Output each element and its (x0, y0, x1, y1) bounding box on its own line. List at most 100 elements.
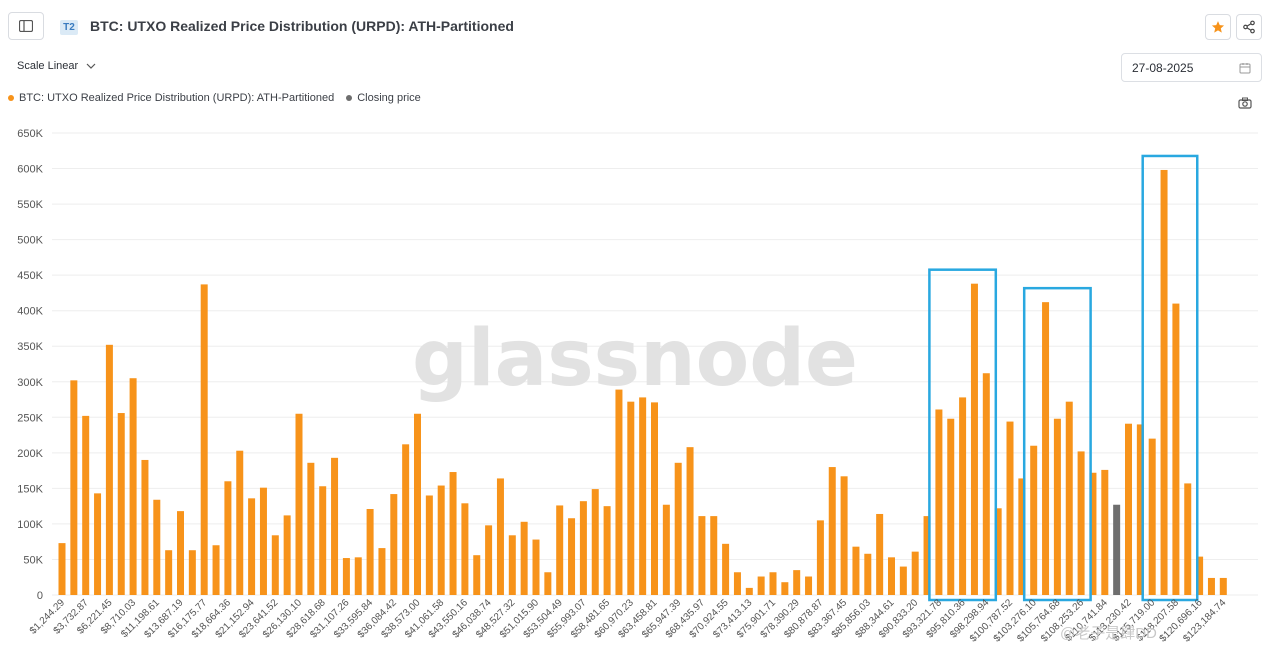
urpd-bar (769, 572, 777, 595)
urpd-bar (390, 494, 398, 595)
highlight-box (1141, 154, 1199, 602)
legend-dot-closing-price (346, 95, 353, 101)
date-value: 27-08-2025 (1132, 60, 1194, 75)
urpd-bar (354, 557, 362, 595)
tier-badge: T2 (60, 20, 78, 35)
scale-select-label: Scale Linear (17, 60, 79, 72)
urpd-bar (485, 525, 493, 595)
urpd-bar (461, 503, 469, 595)
urpd-bar (105, 344, 113, 595)
urpd-bar (982, 373, 990, 595)
urpd-bar (864, 553, 872, 595)
urpd-bar (449, 472, 457, 595)
urpd-bar (947, 418, 955, 595)
urpd-bar (532, 539, 540, 595)
y-tick-label: 500K (17, 235, 43, 247)
urpd-bar (331, 457, 339, 595)
highlight-box (928, 268, 998, 602)
star-icon (1211, 21, 1225, 33)
y-tick-label: 650K (17, 128, 43, 140)
y-tick-label: 200K (17, 448, 43, 460)
urpd-bar (165, 550, 173, 595)
urpd-bar (745, 587, 753, 595)
urpd-bar (876, 513, 884, 595)
urpd-bar (651, 402, 658, 595)
y-tick-label: 450K (17, 270, 43, 282)
y-tick-label: 100K (17, 519, 43, 531)
calendar-icon (1239, 63, 1251, 74)
sidebar-toggle-button[interactable] (8, 12, 44, 40)
urpd-bar (200, 284, 208, 595)
urpd-bar (710, 516, 718, 595)
urpd-bar (1125, 423, 1132, 595)
urpd-bar (591, 489, 599, 595)
y-tick-label: 250K (17, 412, 43, 424)
urpd-bar (212, 545, 220, 595)
urpd-bar (283, 515, 291, 595)
urpd-bar (342, 558, 350, 595)
urpd-bar (662, 504, 670, 595)
urpd-bar (224, 481, 232, 595)
legend-item-urpd[interactable]: BTC: UTXO Realized Price Distribution (U… (8, 92, 334, 104)
urpd-bar (994, 508, 1002, 595)
urpd-bar (129, 378, 137, 595)
y-tick-label: 550K (17, 199, 43, 211)
urpd-bar (899, 566, 907, 595)
urpd-bar (816, 520, 824, 595)
sidebar-icon (19, 20, 33, 32)
urpd-bar (840, 476, 848, 595)
bar-layer (58, 169, 1227, 595)
urpd-bar (188, 550, 196, 595)
urpd-bar (177, 511, 184, 595)
urpd-bar (639, 397, 647, 595)
urpd-bar (1089, 472, 1097, 595)
urpd-bar (911, 551, 919, 595)
urpd-bar (496, 478, 504, 595)
urpd-bar (1207, 577, 1215, 595)
urpd-bar (402, 444, 410, 595)
share-button[interactable] (1236, 14, 1262, 40)
urpd-bar (1184, 483, 1192, 595)
urpd-bar (828, 467, 836, 595)
urpd-bar (437, 485, 445, 595)
urpd-bar (236, 450, 244, 595)
urpd-bar (923, 516, 931, 595)
share-icon (1243, 20, 1255, 34)
legend-label-urpd: BTC: UTXO Realized Price Distribution (U… (19, 92, 335, 104)
scale-select[interactable]: Scale Linear (17, 60, 96, 72)
urpd-bar (615, 389, 623, 595)
urpd-bar (757, 576, 765, 595)
urpd-bar (295, 413, 303, 595)
urpd-bar (544, 572, 552, 595)
favorite-button[interactable] (1205, 14, 1231, 40)
y-tick-label: 300K (17, 377, 43, 389)
urpd-bar (1196, 556, 1204, 595)
legend-dot-urpd (8, 95, 14, 101)
urpd-bar (58, 543, 66, 595)
urpd-bar (1172, 303, 1180, 595)
urpd-bar (568, 518, 576, 595)
urpd-bar (141, 459, 149, 595)
urpd-bar (1160, 169, 1168, 595)
date-picker[interactable]: 27-08-2025 (1121, 53, 1262, 82)
urpd-bar (319, 486, 327, 595)
top-bar: T2 BTC: UTXO Realized Price Distribution… (0, 0, 1268, 52)
urpd-bar (781, 582, 789, 595)
urpd-bar (686, 447, 694, 595)
urpd-bar (94, 493, 102, 595)
legend-item-closing-price[interactable]: Closing price (346, 92, 421, 104)
urpd-bar (82, 415, 90, 595)
urpd-bar (117, 413, 125, 595)
urpd-bar (1006, 421, 1014, 595)
urpd-bar (378, 548, 386, 595)
closing-price-bar (1113, 504, 1121, 595)
urpd-bar (70, 380, 78, 595)
chevron-down-icon (86, 63, 96, 69)
urpd-bar (888, 557, 895, 595)
screenshot-button[interactable] (1238, 96, 1252, 114)
urpd-bar (508, 535, 516, 595)
camera-icon (1238, 97, 1252, 109)
chart-legend: BTC: UTXO Realized Price Distribution (U… (8, 92, 433, 104)
page-title: BTC: UTXO Realized Price Distribution (U… (90, 18, 514, 34)
urpd-bar (1065, 401, 1073, 595)
